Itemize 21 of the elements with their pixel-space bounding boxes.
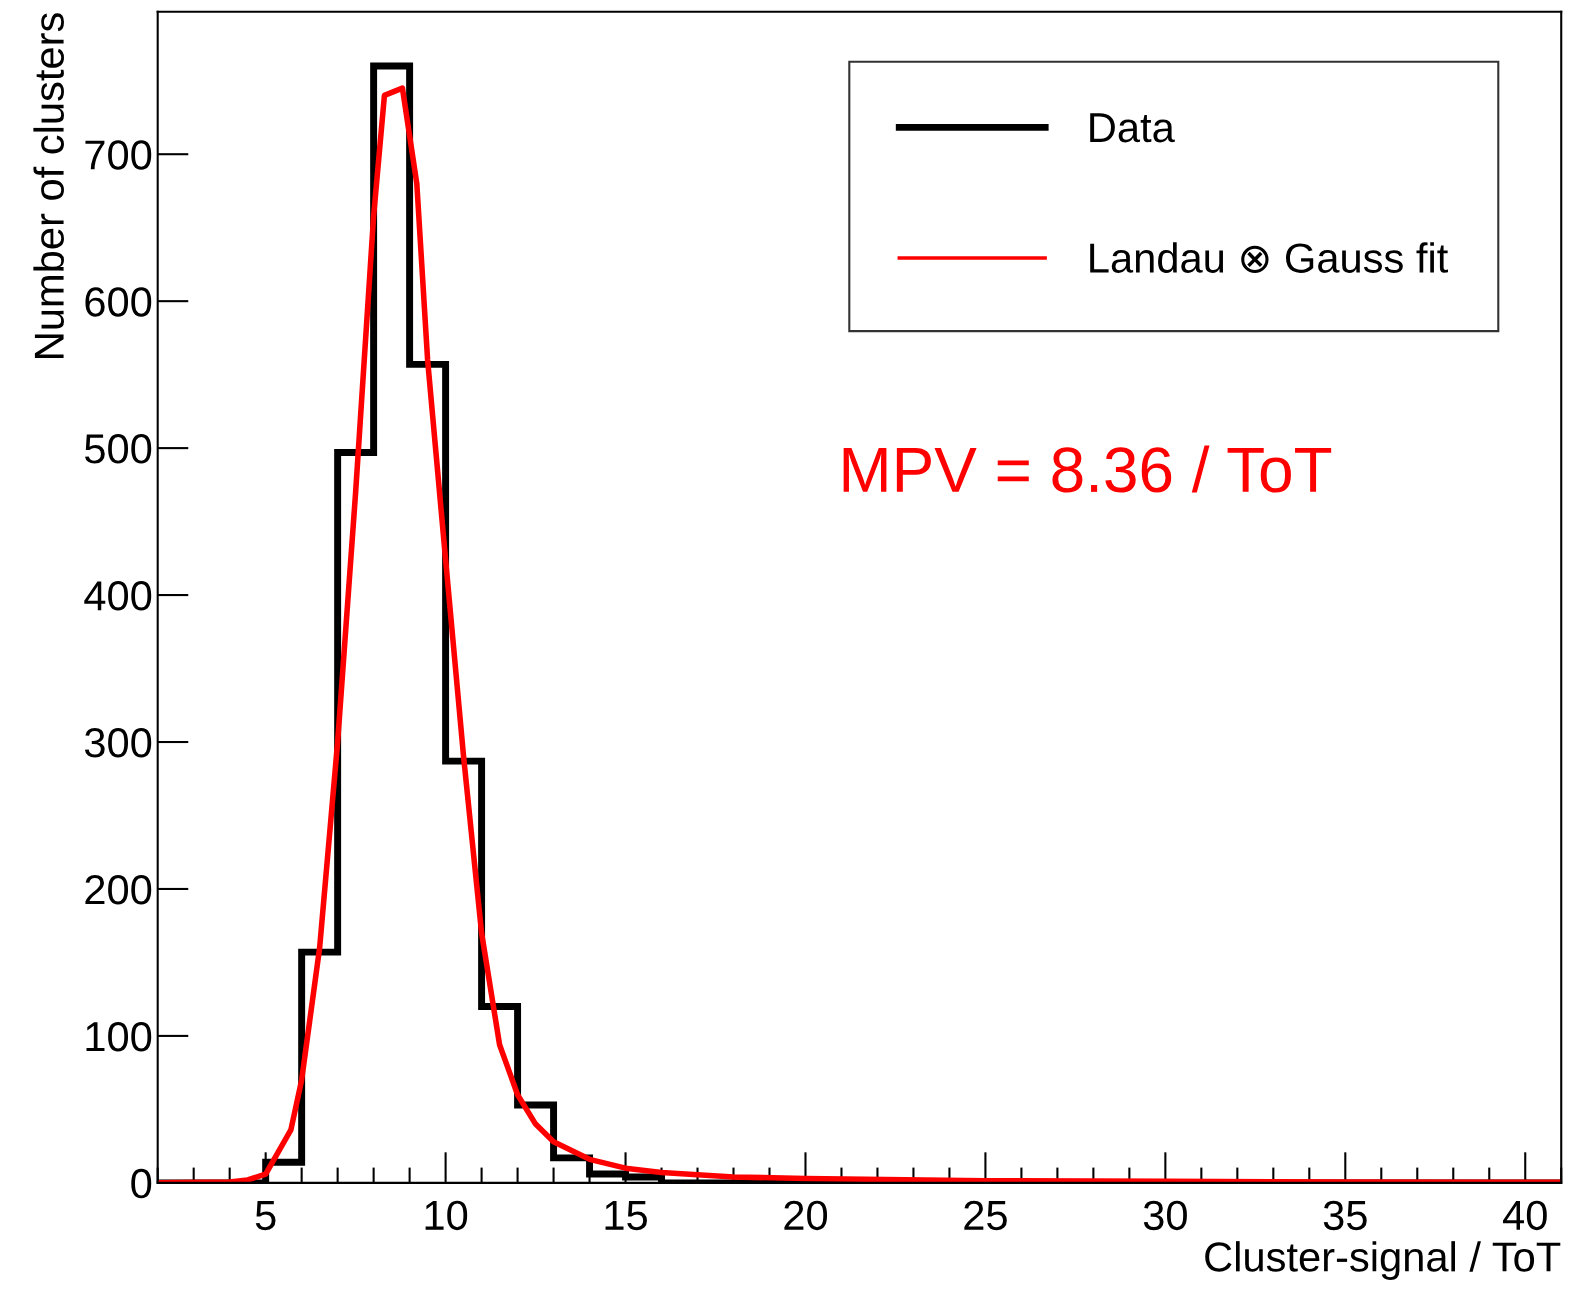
- y-tick-label: 0: [131, 1168, 152, 1199]
- y-tick-label: 500: [84, 434, 152, 464]
- x-tick-label: 40: [1503, 1200, 1547, 1231]
- y-tick-label: 100: [86, 1021, 152, 1052]
- x-tick-label: 20: [784, 1200, 828, 1231]
- legend-label: Data: [1090, 113, 1175, 143]
- y-tick-label: 700: [85, 140, 152, 170]
- x-tick-label: 30: [1143, 1200, 1187, 1231]
- x-tick-label: 25: [964, 1200, 1007, 1231]
- y-tick-label: 200: [85, 874, 152, 905]
- x-tick-label: 10: [425, 1200, 468, 1231]
- y-tick-label: 600: [85, 287, 152, 317]
- x-tick-label: 35: [1323, 1200, 1367, 1231]
- annotation: MPV = 8.36 / ToT: [843, 445, 1332, 493]
- x-tick-label: 5: [255, 1201, 276, 1231]
- x-tick-label: 15: [605, 1201, 647, 1231]
- legend-label: Landau ⊗ Gauss fit: [1090, 242, 1448, 274]
- y-axis-title: Number of clusters: [33, 13, 64, 358]
- y-tick-label: 300: [84, 728, 152, 758]
- y-tick-label: 400: [84, 581, 152, 611]
- x-axis-title: Cluster-signal / ToT: [1205, 1241, 1561, 1280]
